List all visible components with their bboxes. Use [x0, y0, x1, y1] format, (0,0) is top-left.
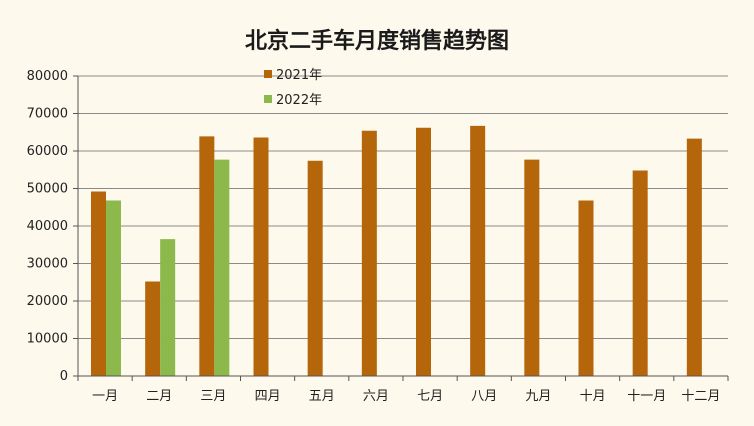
x-tick-label: 三月: [200, 389, 226, 404]
x-tick-label: 四月: [255, 389, 281, 404]
x-tick-label: 十月: [580, 389, 606, 404]
bars: [91, 125, 702, 376]
y-tick-label: 50000: [27, 182, 68, 197]
x-axis-ticks: 一月 二月 三月 四月 五月 六月 七月 八月 九月 十月 十一月 十二月: [92, 389, 720, 404]
legend-swatch: [264, 95, 272, 103]
y-tick-label: 70000: [27, 107, 68, 122]
x-tick-label: 十二月: [681, 389, 720, 404]
bar-2021年-三月: [199, 136, 215, 376]
legend-label: 2021年: [276, 68, 322, 83]
x-tick-label: 九月: [525, 389, 551, 404]
axes: [73, 75, 729, 381]
y-tick-label: 30000: [27, 257, 68, 272]
x-tick-label: 五月: [309, 389, 335, 404]
y-tick-label: 40000: [27, 219, 68, 234]
bar-2021年-九月: [524, 159, 540, 376]
bar-2021年-七月: [416, 127, 431, 376]
y-axis-ticks: 0 10000 20000 30000 40000 50000 60000 70000 8000…: [27, 69, 68, 384]
bar-2021年-十一月: [632, 170, 648, 376]
bar-2021年-五月: [307, 160, 323, 376]
bar-2021年-六月: [361, 130, 377, 376]
bar-2021年-四月: [253, 137, 269, 376]
x-tick-label: 一月: [92, 389, 118, 404]
legend-swatch: [264, 70, 272, 78]
y-tick-label: 60000: [27, 144, 68, 159]
bar-2022年-三月: [214, 159, 230, 376]
x-tick-label: 二月: [146, 389, 172, 404]
y-tick-label: 80000: [27, 69, 68, 84]
bar-2022年-二月: [160, 239, 176, 376]
bar-2021年-十二月: [686, 138, 702, 376]
x-tick-label: 八月: [471, 389, 497, 404]
x-tick-label: 六月: [363, 389, 389, 404]
bar-2021年-一月: [91, 191, 106, 376]
bar-2021年-二月: [145, 281, 161, 376]
gridlines: [78, 75, 728, 377]
y-tick-label: 0: [60, 369, 68, 384]
legend-label: 2022年: [276, 93, 322, 108]
bar-2021年-十月: [578, 200, 594, 376]
x-tick-label: 七月: [417, 389, 443, 404]
bar-2021年-八月: [470, 125, 486, 376]
bar-2022年-一月: [106, 200, 121, 376]
legend: 2021年 2022年: [264, 68, 322, 108]
y-tick-label: 20000: [27, 294, 68, 309]
y-tick-label: 10000: [27, 332, 68, 347]
chart-title: 北京二手车月度销售趋势图: [245, 28, 509, 54]
x-tick-label: 十一月: [627, 389, 666, 404]
